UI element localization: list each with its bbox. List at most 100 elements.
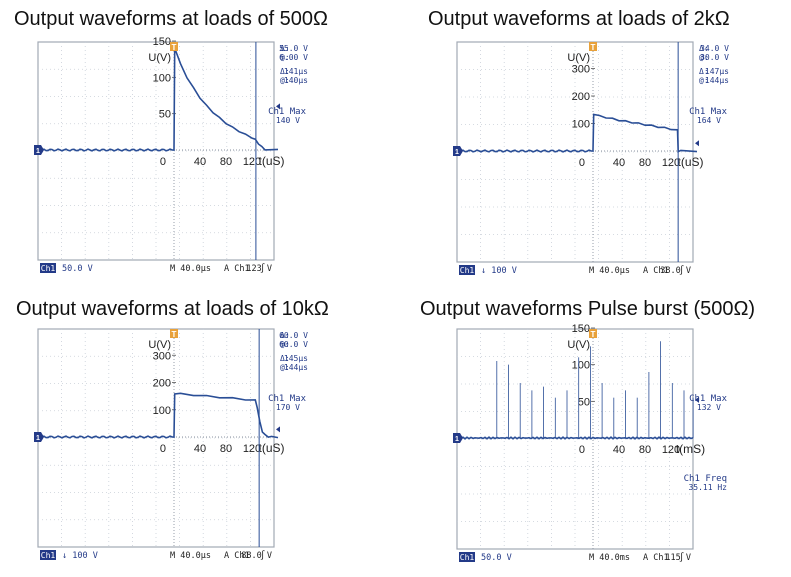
- readout-value: 140µs: [284, 76, 308, 85]
- trigger-level: 115 V: [665, 553, 691, 563]
- trigger-position-glyph: T: [591, 330, 596, 339]
- measure-label: Ch1 Max: [689, 107, 728, 117]
- x-tick-label: 0: [160, 156, 166, 168]
- readout-key: @:: [280, 363, 290, 372]
- x-tick-label: 40: [613, 444, 625, 456]
- y-tick-label: 200: [153, 378, 171, 390]
- readout-key: @:: [699, 76, 709, 85]
- trace-ch1: [37, 47, 279, 152]
- x-axis-label: t(uS): [258, 154, 284, 168]
- trigger-source: A Ch1: [643, 266, 669, 276]
- y-tick-label: 300: [153, 350, 171, 362]
- trigger-position-marker: [170, 329, 178, 338]
- trigger-edge-icon: ∫: [260, 263, 265, 274]
- channel-scale: 50.0 V: [481, 553, 512, 563]
- readout-value: 144µs: [284, 363, 308, 372]
- channel-scale: 50.0 V: [62, 264, 93, 274]
- x-tick-label: 120: [243, 443, 261, 455]
- readout-value: 141µs: [284, 67, 308, 76]
- y-tick-label: 150: [153, 36, 171, 48]
- x-tick-label: 120: [243, 156, 261, 168]
- measure-value-2: 35.11 Hz: [688, 483, 727, 492]
- ground-marker: [34, 432, 44, 442]
- x-tick-label: 0: [579, 444, 585, 456]
- trigger-level: 88.0 V: [241, 551, 272, 561]
- x-axis-label: t(uS): [677, 155, 703, 169]
- readout-value: 30.0 V: [700, 53, 729, 62]
- channel-scale: ↓ 100 V: [62, 551, 98, 561]
- trigger-position-glyph: T: [172, 43, 177, 52]
- trigger-level: 38.0 V: [660, 266, 691, 276]
- y-axis-label: U(V): [148, 52, 171, 64]
- x-axis-label: t(mS): [676, 442, 705, 456]
- trigger-position-marker: [170, 42, 178, 51]
- trigger-edge-icon: ∫: [679, 552, 684, 563]
- readout-key: @:: [280, 76, 290, 85]
- trace-ch1: [456, 113, 698, 153]
- x-tick-label: 40: [613, 157, 625, 169]
- y-tick-label: 50: [159, 109, 171, 121]
- measure-label: Ch1 Max: [268, 107, 307, 117]
- readout-key: Δ:: [699, 44, 709, 53]
- trigger-level: 123 V: [246, 264, 272, 274]
- channel-badge: [40, 550, 56, 560]
- measure-label-2: Ch1 Freq: [684, 474, 727, 484]
- ground-marker-glyph: 1: [455, 149, 459, 156]
- measure-value: 170 V: [276, 403, 300, 412]
- ground-marker-glyph: 1: [36, 148, 40, 155]
- x-tick-label: 80: [220, 443, 232, 455]
- x-tick-label: 120: [662, 444, 680, 456]
- y-tick-label: 100: [153, 405, 171, 417]
- channel-badge-label: Ch1: [41, 551, 56, 560]
- y-tick-label: 200: [572, 91, 590, 103]
- readout-value: 34.0 V: [700, 44, 729, 53]
- trigger-source: A Ch1: [224, 551, 250, 561]
- channel-badge: [459, 265, 475, 275]
- y-tick-label: 100: [572, 119, 590, 131]
- ground-marker-glyph: 1: [36, 435, 40, 442]
- y-axis-label: U(V): [567, 339, 590, 351]
- readout-key: @:: [699, 53, 709, 62]
- y-tick-label: 300: [572, 64, 590, 76]
- ground-marker: [453, 433, 463, 443]
- ground-marker: [453, 146, 463, 156]
- trigger-level-marker: [276, 426, 280, 433]
- measure-label: Ch1 Max: [268, 394, 307, 404]
- timebase: M 40.0µs: [170, 264, 211, 274]
- readout-value: 6.00 V: [279, 53, 308, 62]
- timebase: M 40.0µs: [589, 266, 630, 276]
- y-tick-label: 150: [572, 323, 590, 335]
- chart-title-500ohm: Output waveforms at loads of 500Ω: [14, 8, 329, 30]
- x-tick-label: 80: [639, 444, 651, 456]
- readout-value: 144µs: [705, 76, 729, 85]
- readout-value: 60.0 V: [279, 340, 308, 349]
- timebase: M 40.0ms: [589, 553, 630, 563]
- readout-key: Δ:: [280, 354, 290, 363]
- trace-ch1: [37, 392, 279, 439]
- readout-value: 60.0 V: [279, 331, 308, 340]
- trigger-level-marker: [695, 396, 699, 403]
- trigger-position-glyph: T: [591, 43, 596, 52]
- y-tick-label: 50: [578, 396, 590, 408]
- readout-key: Δ:: [280, 44, 290, 53]
- y-tick-label: 100: [153, 72, 171, 84]
- x-tick-label: 0: [160, 443, 166, 455]
- x-tick-label: 120: [662, 157, 680, 169]
- x-axis-label: t(uS): [258, 441, 284, 455]
- trigger-position-marker: [589, 42, 597, 51]
- x-tick-label: 80: [220, 156, 232, 168]
- channel-scale: ↓ 100 V: [481, 266, 517, 276]
- measure-value: 132 V: [697, 403, 721, 412]
- y-axis-label: U(V): [567, 52, 590, 64]
- channel-badge-label: Ch1: [460, 553, 475, 562]
- trigger-edge-icon: ∫: [679, 265, 684, 276]
- readout-value: 145µs: [284, 354, 308, 363]
- x-tick-label: 40: [194, 443, 206, 455]
- channel-badge: [40, 263, 56, 273]
- trigger-source: A Ch1: [224, 264, 250, 274]
- y-axis-label: U(V): [148, 339, 171, 351]
- readout-value: 55.0 V: [279, 44, 308, 53]
